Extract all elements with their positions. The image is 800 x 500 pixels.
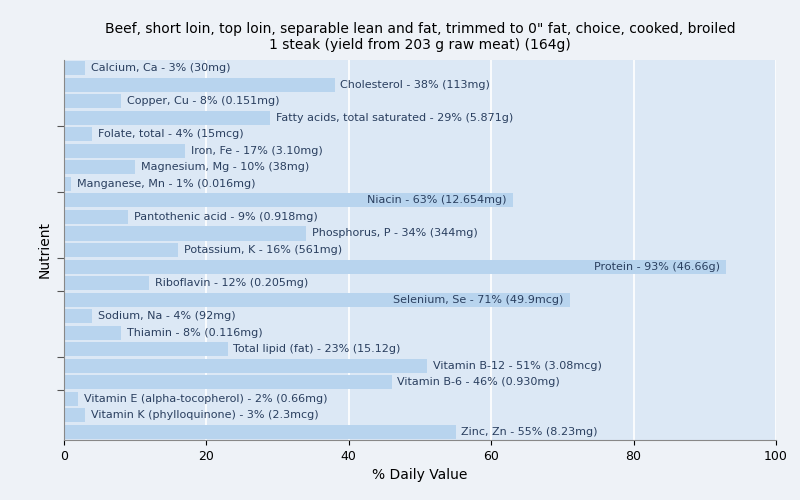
Text: Pantothenic acid - 9% (0.918mg): Pantothenic acid - 9% (0.918mg) xyxy=(134,212,318,222)
Bar xyxy=(64,292,570,306)
Bar xyxy=(64,358,427,372)
Text: Fatty acids, total saturated - 29% (5.871g): Fatty acids, total saturated - 29% (5.87… xyxy=(276,113,514,123)
Bar xyxy=(64,226,306,240)
Text: Total lipid (fat) - 23% (15.12g): Total lipid (fat) - 23% (15.12g) xyxy=(234,344,401,354)
Text: Copper, Cu - 8% (0.151mg): Copper, Cu - 8% (0.151mg) xyxy=(126,96,279,106)
Text: Calcium, Ca - 3% (30mg): Calcium, Ca - 3% (30mg) xyxy=(91,64,230,74)
Text: Zinc, Zn - 55% (8.23mg): Zinc, Zn - 55% (8.23mg) xyxy=(462,426,598,436)
Text: Protein - 93% (46.66g): Protein - 93% (46.66g) xyxy=(594,262,721,272)
Text: Cholesterol - 38% (113mg): Cholesterol - 38% (113mg) xyxy=(340,80,490,90)
Text: Riboflavin - 12% (0.205mg): Riboflavin - 12% (0.205mg) xyxy=(155,278,308,288)
Text: Manganese, Mn - 1% (0.016mg): Manganese, Mn - 1% (0.016mg) xyxy=(77,179,255,189)
Bar xyxy=(64,392,78,406)
Bar xyxy=(64,326,121,340)
Text: Vitamin K (phylloquinone) - 3% (2.3mcg): Vitamin K (phylloquinone) - 3% (2.3mcg) xyxy=(91,410,318,420)
Bar xyxy=(64,144,185,158)
Text: Folate, total - 4% (15mcg): Folate, total - 4% (15mcg) xyxy=(98,130,244,140)
Bar xyxy=(64,78,334,92)
Text: Thiamin - 8% (0.116mg): Thiamin - 8% (0.116mg) xyxy=(126,328,262,338)
Bar xyxy=(64,111,270,125)
Bar xyxy=(64,375,391,389)
Y-axis label: Nutrient: Nutrient xyxy=(38,222,51,278)
Bar xyxy=(64,309,93,323)
Text: Magnesium, Mg - 10% (38mg): Magnesium, Mg - 10% (38mg) xyxy=(141,162,309,172)
Bar xyxy=(64,260,726,274)
Bar xyxy=(64,61,86,76)
Text: Vitamin E (alpha-tocopherol) - 2% (0.66mg): Vitamin E (alpha-tocopherol) - 2% (0.66m… xyxy=(84,394,327,404)
Text: Selenium, Se - 71% (49.9mcg): Selenium, Se - 71% (49.9mcg) xyxy=(394,294,564,304)
Text: Potassium, K - 16% (561mg): Potassium, K - 16% (561mg) xyxy=(184,245,342,255)
Bar xyxy=(64,342,228,356)
Bar xyxy=(64,276,150,290)
X-axis label: % Daily Value: % Daily Value xyxy=(372,468,468,482)
Bar xyxy=(64,194,513,207)
Text: Sodium, Na - 4% (92mg): Sodium, Na - 4% (92mg) xyxy=(98,311,236,321)
Text: Niacin - 63% (12.654mg): Niacin - 63% (12.654mg) xyxy=(367,196,507,205)
Bar xyxy=(64,210,128,224)
Bar xyxy=(64,177,71,191)
Text: Iron, Fe - 17% (3.10mg): Iron, Fe - 17% (3.10mg) xyxy=(190,146,322,156)
Bar xyxy=(64,128,93,141)
Bar xyxy=(64,160,135,174)
Text: Vitamin B-6 - 46% (0.930mg): Vitamin B-6 - 46% (0.930mg) xyxy=(398,377,560,387)
Title: Beef, short loin, top loin, separable lean and fat, trimmed to 0" fat, choice, c: Beef, short loin, top loin, separable le… xyxy=(105,22,735,52)
Text: Phosphorus, P - 34% (344mg): Phosphorus, P - 34% (344mg) xyxy=(312,228,478,238)
Bar xyxy=(64,408,86,422)
Text: Vitamin B-12 - 51% (3.08mcg): Vitamin B-12 - 51% (3.08mcg) xyxy=(433,360,602,370)
Bar xyxy=(64,424,456,439)
Bar xyxy=(64,243,178,257)
Bar xyxy=(64,94,121,108)
